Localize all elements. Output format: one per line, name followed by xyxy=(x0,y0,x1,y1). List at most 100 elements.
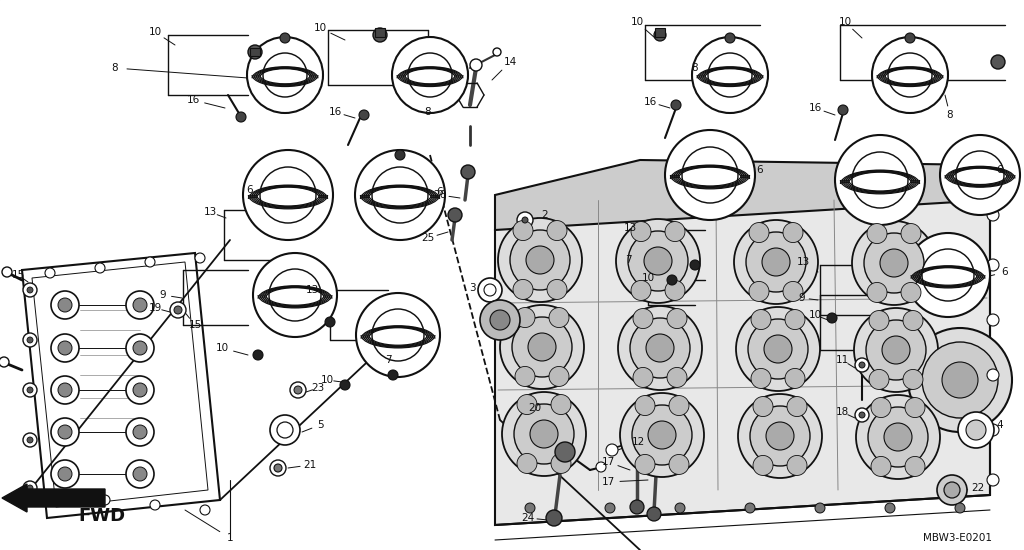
Circle shape xyxy=(449,208,462,222)
Circle shape xyxy=(669,454,689,475)
Circle shape xyxy=(958,412,994,448)
Circle shape xyxy=(512,317,572,377)
Circle shape xyxy=(278,422,293,438)
Circle shape xyxy=(513,221,534,240)
Circle shape xyxy=(515,307,535,328)
Text: 13: 13 xyxy=(305,285,318,295)
Circle shape xyxy=(987,369,999,381)
Circle shape xyxy=(682,147,738,203)
Circle shape xyxy=(355,150,445,240)
Circle shape xyxy=(635,454,655,475)
Circle shape xyxy=(654,29,666,41)
Circle shape xyxy=(200,505,210,515)
Circle shape xyxy=(854,308,938,392)
Text: 24: 24 xyxy=(521,513,535,523)
Circle shape xyxy=(58,467,72,481)
Text: 16: 16 xyxy=(329,107,342,117)
Circle shape xyxy=(274,464,282,472)
Circle shape xyxy=(880,249,908,277)
Circle shape xyxy=(751,368,771,388)
Circle shape xyxy=(388,370,398,380)
Circle shape xyxy=(58,341,72,355)
Circle shape xyxy=(815,503,825,513)
Circle shape xyxy=(126,460,154,488)
Circle shape xyxy=(620,393,705,477)
Text: 10: 10 xyxy=(215,343,228,353)
Circle shape xyxy=(855,358,869,372)
Circle shape xyxy=(530,420,558,448)
Circle shape xyxy=(27,387,33,393)
Text: 10: 10 xyxy=(839,17,852,27)
Circle shape xyxy=(647,507,662,521)
Circle shape xyxy=(555,442,575,462)
Text: 13: 13 xyxy=(797,257,810,267)
Circle shape xyxy=(528,333,556,361)
Circle shape xyxy=(525,503,535,513)
Circle shape xyxy=(922,342,998,418)
Polygon shape xyxy=(32,262,208,507)
Circle shape xyxy=(987,474,999,486)
Circle shape xyxy=(461,165,475,179)
Text: 6: 6 xyxy=(436,187,443,197)
Circle shape xyxy=(605,503,615,513)
Circle shape xyxy=(58,425,72,439)
Circle shape xyxy=(510,230,570,290)
Circle shape xyxy=(750,406,810,466)
FancyArrow shape xyxy=(2,484,105,512)
Circle shape xyxy=(905,456,925,476)
Text: 10: 10 xyxy=(148,27,162,37)
Circle shape xyxy=(871,456,891,476)
Circle shape xyxy=(908,328,1012,432)
Circle shape xyxy=(126,418,154,446)
Circle shape xyxy=(23,481,37,495)
Circle shape xyxy=(852,221,936,305)
Circle shape xyxy=(502,392,586,476)
Circle shape xyxy=(248,45,262,59)
Text: 2: 2 xyxy=(542,210,548,220)
Circle shape xyxy=(51,376,79,404)
Circle shape xyxy=(27,437,33,443)
Circle shape xyxy=(745,503,755,513)
Circle shape xyxy=(838,105,848,115)
Circle shape xyxy=(667,275,677,285)
Text: 17: 17 xyxy=(601,457,614,467)
Circle shape xyxy=(922,249,974,301)
Circle shape xyxy=(50,490,60,500)
Circle shape xyxy=(356,293,440,377)
Text: 13: 13 xyxy=(624,223,637,233)
Circle shape xyxy=(145,257,155,267)
Circle shape xyxy=(51,291,79,319)
Circle shape xyxy=(522,217,528,223)
Circle shape xyxy=(0,357,9,367)
Polygon shape xyxy=(495,200,990,525)
Circle shape xyxy=(236,112,246,122)
Circle shape xyxy=(633,309,653,328)
Circle shape xyxy=(749,282,769,301)
Text: 9: 9 xyxy=(160,290,166,300)
Circle shape xyxy=(547,221,567,240)
Circle shape xyxy=(51,334,79,362)
Circle shape xyxy=(867,283,887,302)
Circle shape xyxy=(170,302,186,318)
Circle shape xyxy=(253,253,337,337)
Text: 6: 6 xyxy=(757,165,763,175)
Circle shape xyxy=(500,305,584,389)
Circle shape xyxy=(901,223,921,244)
Circle shape xyxy=(270,460,286,476)
Circle shape xyxy=(23,283,37,297)
Circle shape xyxy=(632,405,692,465)
Text: 20: 20 xyxy=(528,403,542,413)
Circle shape xyxy=(549,366,569,387)
Circle shape xyxy=(644,247,672,275)
Circle shape xyxy=(746,232,806,292)
Text: 11: 11 xyxy=(836,355,849,365)
Circle shape xyxy=(764,335,792,363)
Circle shape xyxy=(23,333,37,347)
Circle shape xyxy=(903,370,923,389)
Circle shape xyxy=(753,397,773,416)
Circle shape xyxy=(340,380,350,390)
Circle shape xyxy=(866,320,926,380)
Circle shape xyxy=(940,135,1020,215)
Circle shape xyxy=(359,110,369,120)
Circle shape xyxy=(260,167,316,223)
